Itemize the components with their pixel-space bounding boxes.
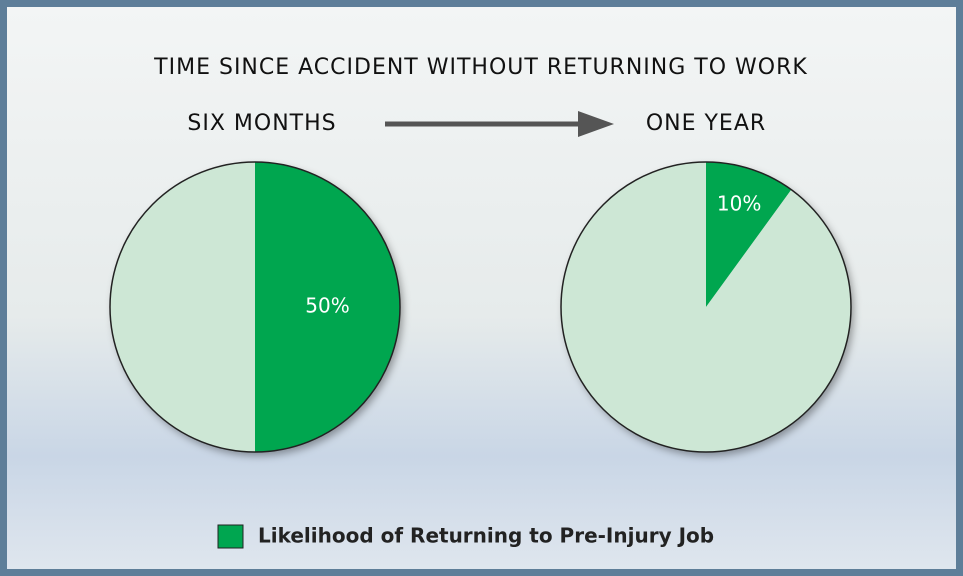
title: TIME SINCE ACCIDENT WITHOUT RETURNING TO… [153, 55, 808, 80]
pie [110, 162, 400, 452]
chart: TIME SINCE ACCIDENT WITHOUT RETURNING TO… [0, 0, 963, 576]
pie-title: ONE YEAR [646, 111, 766, 136]
pie-slice [561, 162, 851, 452]
value-label: 10% [717, 191, 761, 215]
pie [561, 162, 851, 452]
value-label: 50% [305, 294, 349, 318]
legend-label: Likelihood of Returning to Pre-Injury Jo… [258, 524, 714, 548]
legend-swatch [218, 525, 243, 548]
pie-title: SIX MONTHS [187, 111, 336, 136]
